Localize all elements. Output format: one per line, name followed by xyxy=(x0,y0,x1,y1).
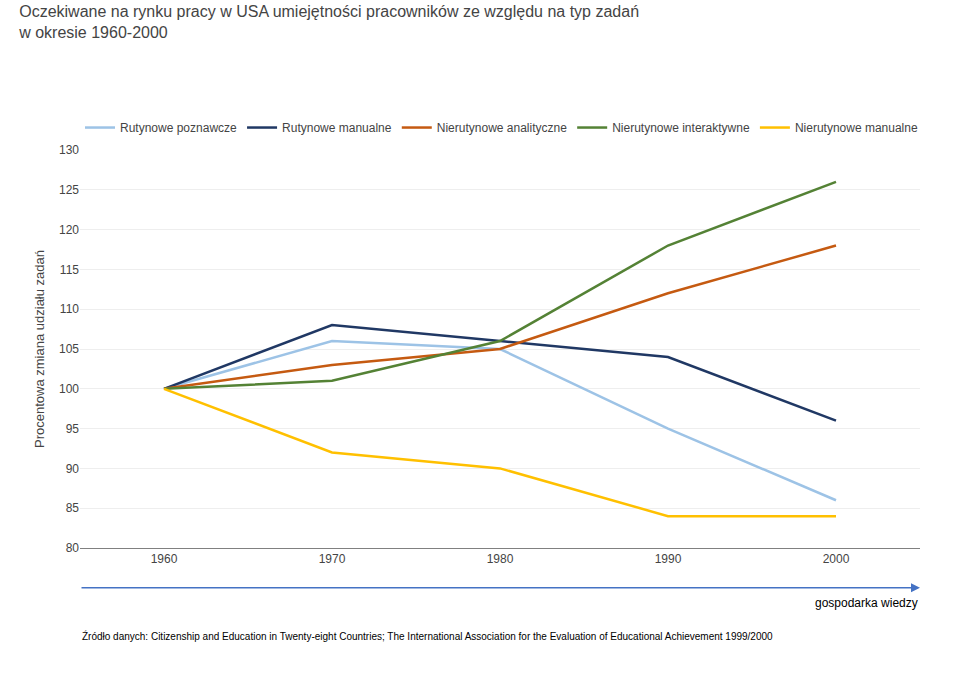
svg-text:115: 115 xyxy=(60,263,79,277)
svg-text:Procentowa zmiana udziału zada: Procentowa zmiana udziału zadań xyxy=(32,250,47,448)
svg-text:95: 95 xyxy=(66,422,80,436)
svg-text:130: 130 xyxy=(59,143,79,157)
svg-text:Nierutynowe analityczne: Nierutynowe analityczne xyxy=(437,121,567,135)
svg-text:90: 90 xyxy=(66,462,80,476)
svg-text:1970: 1970 xyxy=(319,552,346,566)
svg-text:Nierutynowe manualne: Nierutynowe manualne xyxy=(795,121,918,135)
svg-text:120: 120 xyxy=(59,223,79,237)
svg-text:gospodarka wiedzy: gospodarka wiedzy xyxy=(815,596,918,610)
svg-text:Rutynowe poznawcze: Rutynowe poznawcze xyxy=(120,121,237,135)
svg-text:Nierutynowe interaktywne: Nierutynowe interaktywne xyxy=(612,121,750,135)
svg-text:Rutynowe manualne: Rutynowe manualne xyxy=(282,121,392,135)
svg-text:105: 105 xyxy=(59,342,79,356)
svg-text:85: 85 xyxy=(66,501,80,515)
svg-text:2000: 2000 xyxy=(823,552,850,566)
svg-text:1990: 1990 xyxy=(655,552,682,566)
svg-text:125: 125 xyxy=(59,183,79,197)
svg-text:Oczekiwane na rynku pracy w US: Oczekiwane na rynku pracy w USA umiejętn… xyxy=(18,3,639,41)
svg-text:Źródło danych: Citizenship and: Źródło danych: Citizenship and Education… xyxy=(82,630,773,642)
svg-text:1960: 1960 xyxy=(151,552,178,566)
svg-text:110: 110 xyxy=(60,302,79,316)
svg-text:80: 80 xyxy=(66,541,80,555)
svg-text:100: 100 xyxy=(59,382,79,396)
svg-text:1980: 1980 xyxy=(487,552,514,566)
